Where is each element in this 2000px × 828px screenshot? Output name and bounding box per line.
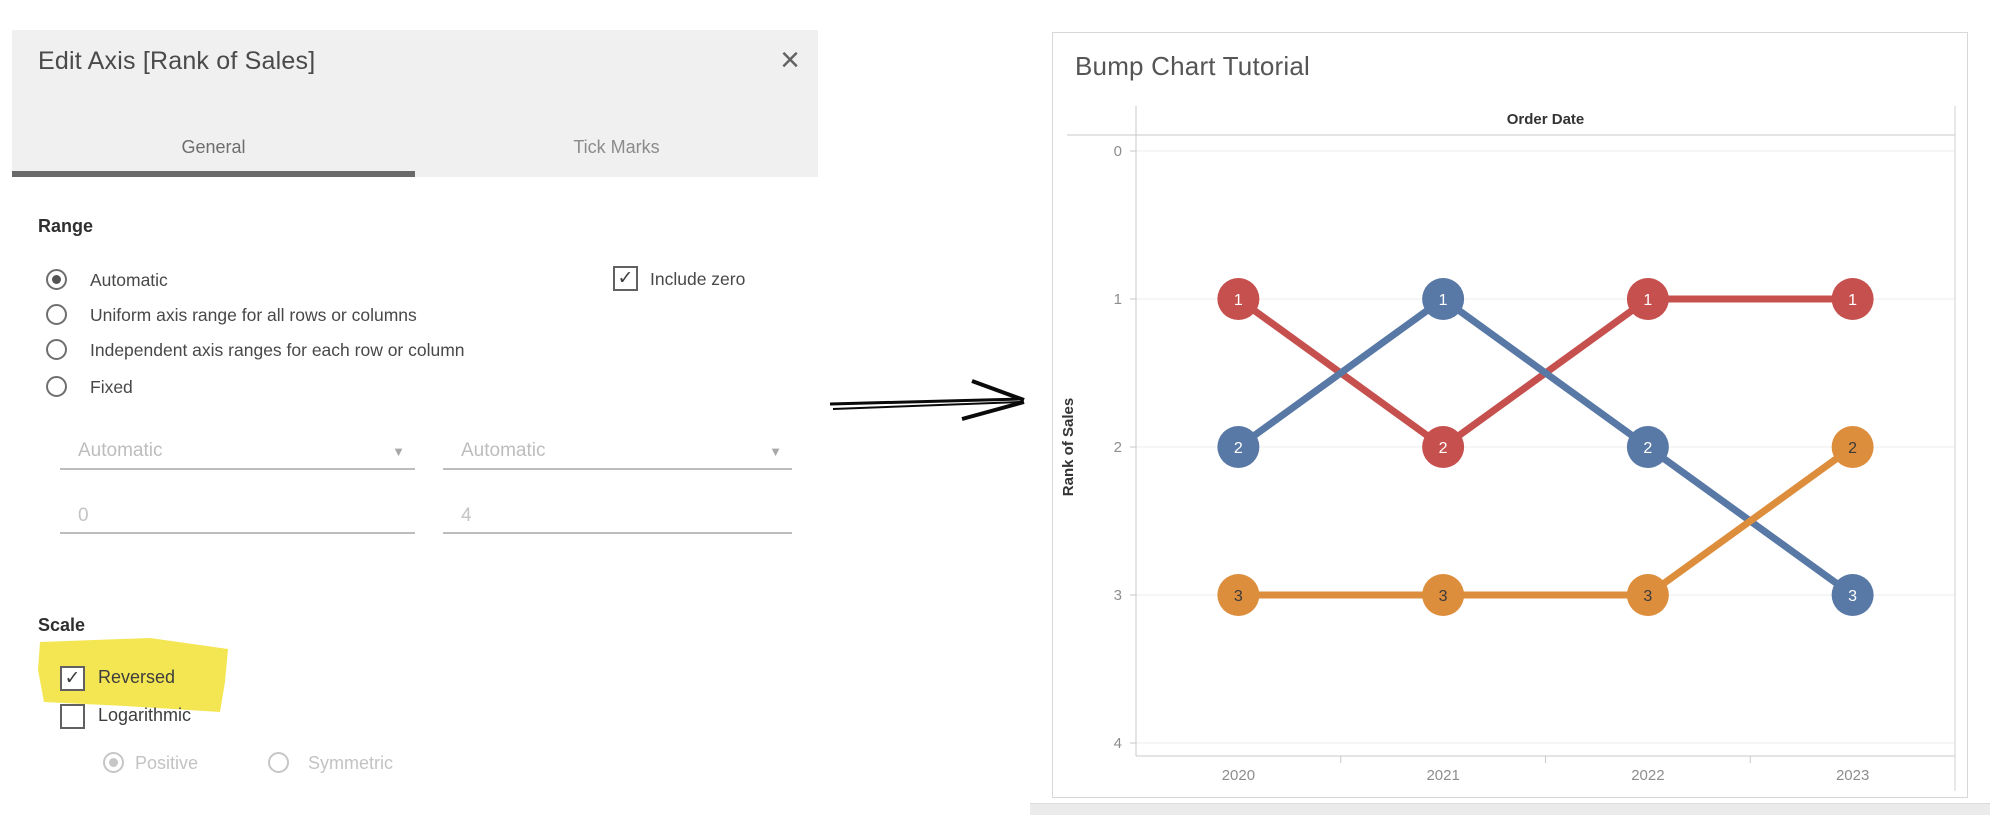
range-to-dropdown-value: Automatic <box>461 440 546 461</box>
y-axis-title: Rank of Sales <box>1060 398 1077 496</box>
x-tick-label: 2021 <box>1426 767 1459 784</box>
x-tick-label: 2022 <box>1631 767 1664 784</box>
orange-series-line <box>1238 444 1855 599</box>
x-tick-label: 2023 <box>1836 767 1869 784</box>
marker-rank-label: 3 <box>1643 588 1652 605</box>
radio-fixed-label: Fixed <box>90 377 133 397</box>
bump-chart-panel: Bump Chart Tutorial Order Date 0 1 2 3 4 2020 2… <box>1052 32 1968 798</box>
orange-series-marker-2023[interactable] <box>1831 426 1874 468</box>
blue-series-marker-2021[interactable] <box>1422 278 1465 320</box>
range-max-input: 4 <box>443 505 792 534</box>
annotation-arrow-icon <box>829 379 1025 421</box>
radio-uniform[interactable] <box>46 304 67 325</box>
range-min-input: 0 <box>60 505 415 534</box>
y-tick-label: 4 <box>1114 735 1122 752</box>
radio-positive <box>103 752 124 773</box>
dialog-title: Edit Axis [Rank of Sales] <box>38 47 316 75</box>
logarithmic-checkbox[interactable] <box>60 704 85 729</box>
y-tick-label: 3 <box>1114 587 1122 604</box>
yellow-highlight-annotation <box>38 638 228 712</box>
horizontal-scrollbar-track[interactable] <box>1030 803 1990 815</box>
logarithmic-label: Logarithmic <box>98 705 192 725</box>
chevron-down-icon: ▼ <box>769 444 782 459</box>
radio-symmetric <box>268 752 289 773</box>
bump-chart: Order Date 0 1 2 3 4 2020 2021 2022 2023 Rank of S… <box>1060 106 1956 791</box>
chevron-down-icon: ▼ <box>392 444 405 459</box>
tab-tick-marks[interactable]: Tick Marks <box>573 137 660 157</box>
red-series-marker-2023[interactable] <box>1831 278 1874 320</box>
radio-fixed[interactable] <box>46 376 67 397</box>
marker-rank-label: 2 <box>1234 440 1243 457</box>
tab-general[interactable]: General <box>181 137 246 157</box>
radio-independent[interactable] <box>46 339 67 360</box>
marker-rank-label: 1 <box>1439 292 1448 309</box>
reversed-label: Reversed <box>98 667 176 687</box>
radio-positive-label: Positive <box>135 753 199 773</box>
red-series-marker-2020[interactable] <box>1217 278 1260 320</box>
range-min-value: 0 <box>78 505 89 526</box>
include-zero-label: Include zero <box>650 269 746 289</box>
radio-automatic[interactable] <box>46 269 67 290</box>
marker-rank-label: 2 <box>1439 440 1448 457</box>
marker-rank-label: 3 <box>1439 588 1448 605</box>
marker-rank-label: 2 <box>1643 440 1652 457</box>
red-series-marker-2021[interactable] <box>1422 426 1465 468</box>
orange-series-marker-2022[interactable] <box>1626 574 1669 616</box>
include-zero-checkbox[interactable]: ✓ <box>613 266 638 291</box>
marker-rank-label: 2 <box>1848 440 1857 457</box>
range-max-value: 4 <box>461 505 472 526</box>
radio-independent-label: Independent axis ranges for each row or … <box>90 340 465 360</box>
orange-series-marker-2021[interactable] <box>1422 574 1465 616</box>
close-icon[interactable]: × <box>780 41 800 79</box>
red-series-marker-2022[interactable] <box>1626 278 1669 320</box>
marker-rank-label: 1 <box>1848 292 1857 309</box>
radio-automatic-label: Automatic <box>90 270 168 290</box>
marker-rank-label: 1 <box>1234 292 1243 309</box>
y-tick-label: 2 <box>1114 439 1122 456</box>
blue-series-marker-2020[interactable] <box>1217 426 1260 468</box>
edit-axis-dialog: Edit Axis [Rank of Sales] × General Tick… <box>12 30 818 828</box>
marker-rank-label: 3 <box>1848 588 1857 605</box>
dialog-header: Edit Axis [Rank of Sales] × General Tick… <box>12 30 818 177</box>
range-to-dropdown: Automatic ▼ <box>443 440 792 470</box>
blue-series-marker-2023[interactable] <box>1831 574 1874 616</box>
chart-title: Bump Chart Tutorial <box>1075 51 1311 81</box>
y-tick-label: 1 <box>1114 291 1122 308</box>
radio-symmetric-label: Symmetric <box>308 753 393 773</box>
reversed-checkbox[interactable]: ✓ <box>60 666 85 691</box>
active-tab-underline <box>12 171 415 177</box>
x-tick-label: 2020 <box>1222 767 1255 784</box>
orange-series-marker-2020[interactable] <box>1217 574 1260 616</box>
scale-heading: Scale <box>38 615 86 635</box>
blue-series-marker-2022[interactable] <box>1626 426 1669 468</box>
marker-rank-label: 1 <box>1643 292 1652 309</box>
range-heading: Range <box>38 216 94 236</box>
radio-uniform-label: Uniform axis range for all rows or colum… <box>90 305 417 325</box>
y-tick-label: 0 <box>1114 143 1122 160</box>
range-from-dropdown: Automatic ▼ <box>60 440 415 470</box>
range-from-dropdown-value: Automatic <box>78 440 163 461</box>
marker-rank-label: 3 <box>1234 588 1243 605</box>
x-axis-title: Order Date <box>1507 111 1585 128</box>
